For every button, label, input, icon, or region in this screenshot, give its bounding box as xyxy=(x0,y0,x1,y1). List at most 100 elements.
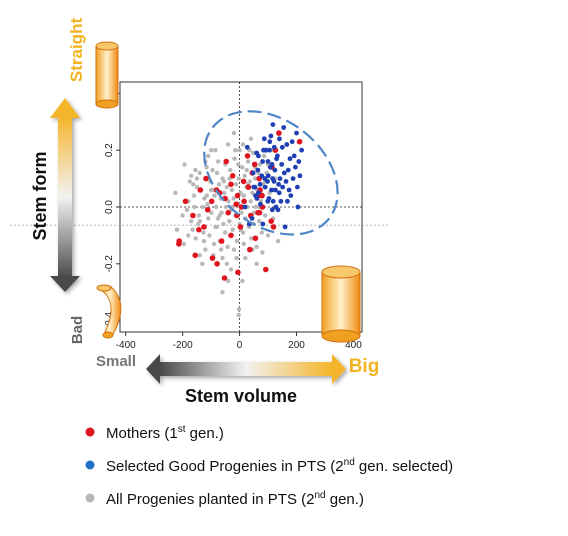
progeny-point xyxy=(191,182,196,187)
progeny-point xyxy=(251,150,256,156)
selected-progeny-point xyxy=(257,181,263,187)
selected-progeny-point xyxy=(250,170,256,176)
mother-point xyxy=(276,130,282,136)
progeny-point xyxy=(233,148,238,153)
selected-progeny-point xyxy=(268,133,274,139)
progeny-point xyxy=(194,176,200,181)
selected-progeny-point xyxy=(271,144,277,150)
progeny-point xyxy=(250,190,255,195)
progeny-point xyxy=(261,153,267,159)
progeny-point xyxy=(218,247,224,252)
progeny-point xyxy=(234,255,239,261)
selected-progeny-point xyxy=(267,139,273,145)
progeny-point xyxy=(197,253,202,258)
selected-progeny-point xyxy=(269,187,274,193)
progeny-point xyxy=(204,165,209,170)
y-tick-label: 0.2 xyxy=(104,143,115,157)
mother-point xyxy=(190,212,196,219)
mother-point xyxy=(238,204,245,210)
progeny-point xyxy=(236,176,241,181)
progeny-point xyxy=(236,162,241,167)
legend-label-progenies: All Progenies planted in PTS (2nd gen.) xyxy=(106,490,364,508)
selected-progeny-point xyxy=(295,184,300,190)
progeny-point xyxy=(243,255,248,261)
selected-progeny-point xyxy=(283,179,289,184)
progeny-point xyxy=(253,204,258,210)
progeny-point xyxy=(240,278,245,284)
mother-point xyxy=(228,181,234,188)
progeny-point xyxy=(192,204,197,210)
progeny-point xyxy=(223,204,229,210)
mother-point xyxy=(228,232,234,239)
progeny-point xyxy=(205,202,210,207)
progeny-point xyxy=(237,148,242,153)
selected-progeny-point xyxy=(276,181,281,187)
progeny-point xyxy=(214,224,219,230)
progeny-point xyxy=(217,213,222,218)
progeny-point xyxy=(234,182,239,187)
progeny-point xyxy=(212,193,217,198)
straight-label: Straight xyxy=(67,18,86,83)
progeny-point xyxy=(173,190,178,195)
selected-progeny-point xyxy=(296,159,302,164)
progeny-point xyxy=(251,210,257,215)
progeny-point xyxy=(239,165,245,170)
mother-point xyxy=(214,261,220,267)
progeny-point xyxy=(225,244,230,249)
legend-label-mothers: Mothers (1st gen.) xyxy=(106,424,224,442)
progeny-point xyxy=(240,142,246,147)
progeny-point xyxy=(257,219,262,224)
legend-marker-progenies xyxy=(85,493,95,503)
selected-progeny-point xyxy=(249,216,255,221)
progeny-point xyxy=(200,261,205,266)
selected-progeny-point xyxy=(279,144,285,150)
progeny-point xyxy=(275,238,281,244)
selected-progeny-point xyxy=(265,159,271,164)
progeny-point xyxy=(221,179,227,184)
selected-progeny-point xyxy=(297,173,303,179)
progeny-point xyxy=(224,261,229,266)
selection-ellipse xyxy=(203,110,339,236)
x-tick-label: -200 xyxy=(173,340,193,351)
progeny-point xyxy=(241,241,246,247)
selected-progeny-point xyxy=(287,156,293,162)
mother-point xyxy=(182,198,189,205)
mother-point xyxy=(208,198,215,205)
progeny-point xyxy=(201,230,206,235)
selected-progeny-point xyxy=(284,142,290,147)
progeny-point xyxy=(228,267,234,272)
progeny-point xyxy=(214,204,219,210)
selected-progeny-point xyxy=(262,184,268,190)
progeny-point xyxy=(222,190,227,195)
progeny-point xyxy=(207,233,212,238)
mother-point xyxy=(237,224,244,230)
mother-point xyxy=(234,192,241,199)
progeny-point xyxy=(220,290,225,295)
selected-progeny-point xyxy=(293,164,298,170)
mother-point xyxy=(235,269,241,276)
progeny-point xyxy=(174,227,180,232)
selected-progeny-point xyxy=(278,198,284,204)
selected-progeny-point xyxy=(276,190,282,196)
selected-progeny-point xyxy=(273,187,278,193)
mother-point xyxy=(296,138,303,145)
selected-progeny-point xyxy=(299,147,304,153)
progeny-point xyxy=(249,236,254,241)
y-axis-label: Stem form xyxy=(30,151,50,240)
progeny-point xyxy=(216,182,222,187)
progeny-point xyxy=(241,193,246,198)
progeny-point xyxy=(208,187,214,193)
progeny-point xyxy=(197,170,202,176)
mother-point xyxy=(209,255,216,261)
mother-point xyxy=(192,252,198,259)
progeny-point xyxy=(245,159,251,164)
selected-progeny-point xyxy=(265,179,270,184)
progeny-point xyxy=(190,227,195,232)
progeny-point xyxy=(216,159,221,164)
progeny-point xyxy=(193,167,198,173)
x-tick-label: 400 xyxy=(345,340,362,351)
progeny-point xyxy=(244,167,249,173)
selected-progeny-point xyxy=(260,159,265,164)
progeny-point xyxy=(201,238,207,244)
selected-progeny-point xyxy=(252,184,258,190)
